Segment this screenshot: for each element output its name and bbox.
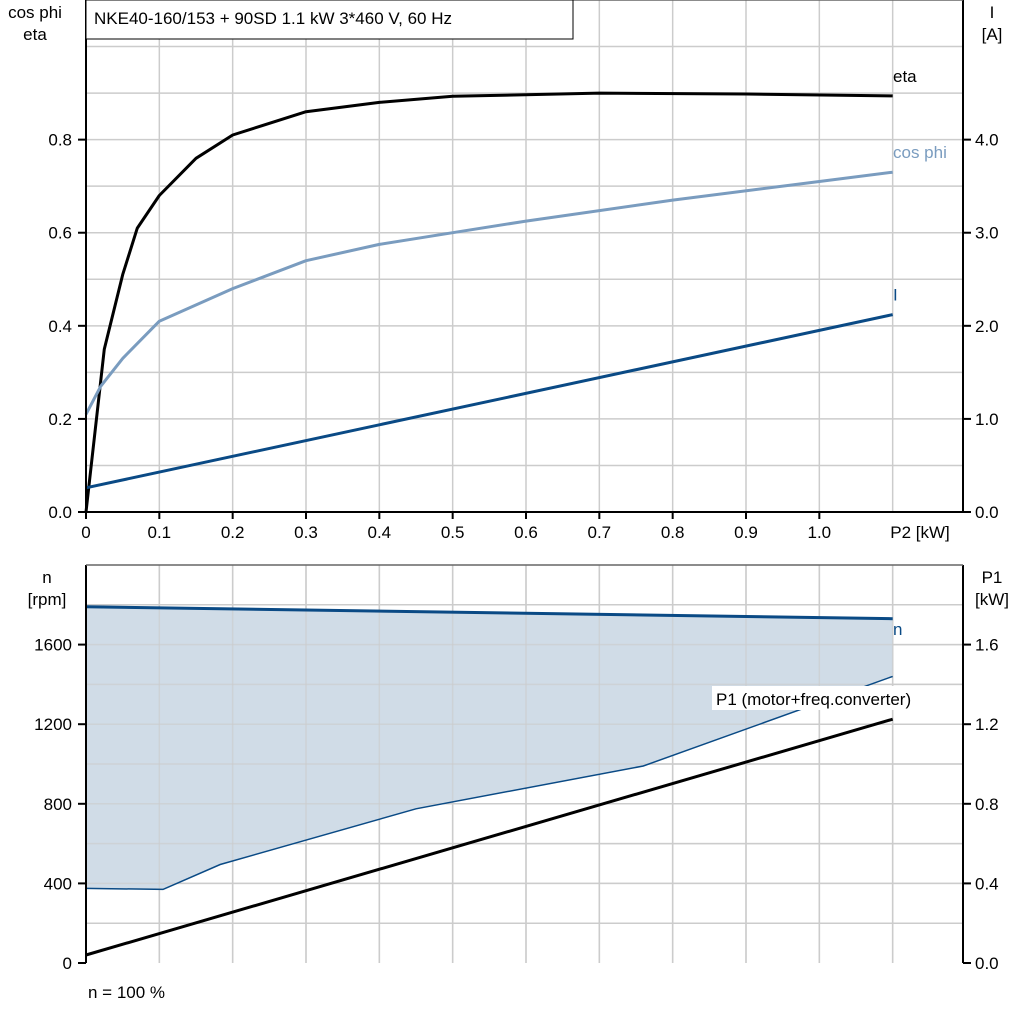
series-line-cos-phi	[84, 170, 893, 415]
series-label-p1: P1 (motor+freq.converter)	[716, 690, 911, 709]
y-tick-label-left: 0.2	[48, 410, 72, 429]
y-tick-label-left: 0.4	[48, 317, 72, 336]
y-tick-label-right: 0.0	[975, 503, 999, 522]
y-axis-label-left: cos phi	[8, 3, 62, 22]
x-tick-label: 0.8	[661, 523, 685, 542]
y-axis-label-right: [A]	[982, 25, 1003, 44]
y-tick-label-left: 0	[63, 954, 72, 973]
x-tick-label: 1.0	[808, 523, 832, 542]
x-tick-label: 0.1	[148, 523, 172, 542]
series-line-eta	[84, 91, 893, 513]
y-axis-label-right: [kW]	[975, 590, 1009, 609]
y-tick-label-left: 0.8	[48, 131, 72, 150]
y-tick-label-right: 1.2	[975, 715, 999, 734]
series-label-cos-phi: cos phi	[893, 143, 947, 162]
title-box	[85, 0, 574, 40]
y-axis-label-right: I	[990, 3, 995, 22]
series-marks: eta cos phi In P1 (motor+freq.converter)	[84, 67, 963, 963]
x-tick-label: 0.5	[441, 523, 465, 542]
footer-note: n = 100 %	[88, 983, 165, 1002]
x-tick-label: 0.9	[734, 523, 758, 542]
y-tick-label-right: 2.0	[975, 317, 999, 336]
y-tick-label-right: 0.0	[975, 954, 999, 973]
y-tick-label-left: 1200	[34, 715, 72, 734]
y-tick-label-left: 800	[44, 795, 72, 814]
series-label-i: I	[893, 286, 898, 305]
chart-title: NKE40-160/153 + 90SD 1.1 kW 3*460 V, 60 …	[94, 9, 452, 28]
speed-range-area	[86, 606, 893, 890]
y-tick-label-right: 0.8	[975, 795, 999, 814]
p1-label-background	[712, 686, 962, 710]
series-label-eta: eta	[893, 67, 917, 86]
series-label-n: n	[893, 620, 902, 639]
x-tick-label: 0.2	[221, 523, 245, 542]
y-axis-label-left: eta	[23, 25, 47, 44]
x-tick-label: 0.6	[514, 523, 538, 542]
y-tick-label-left: 0.0	[48, 503, 72, 522]
x-axis-label: P2 [kW]	[890, 523, 950, 542]
x-tick-label: 0	[81, 523, 90, 542]
top-grid	[86, 0, 963, 512]
series-line-p1	[85, 717, 894, 957]
y-tick-label-right: 3.0	[975, 224, 999, 243]
x-tick-label: 0.3	[294, 523, 318, 542]
y-tick-label-left: 1600	[34, 636, 72, 655]
x-tick-label: 0.4	[368, 523, 392, 542]
y-axis-label-right: P1	[982, 568, 1003, 587]
x-tick-label: 0.7	[588, 523, 612, 542]
y-axis-label-left: n	[42, 568, 51, 587]
y-axis-label-left: [rpm]	[28, 590, 67, 609]
series-line-i	[85, 313, 894, 490]
y-tick-label-right: 1.6	[975, 636, 999, 655]
y-tick-label-right: 4.0	[975, 131, 999, 150]
y-tick-label-right: 1.0	[975, 410, 999, 429]
y-tick-label-left: 400	[44, 874, 72, 893]
series-line-n-min	[85, 675, 893, 891]
series-line-n	[85, 605, 893, 621]
y-tick-label-left: 0.6	[48, 224, 72, 243]
y-tick-label-right: 0.4	[975, 874, 999, 893]
